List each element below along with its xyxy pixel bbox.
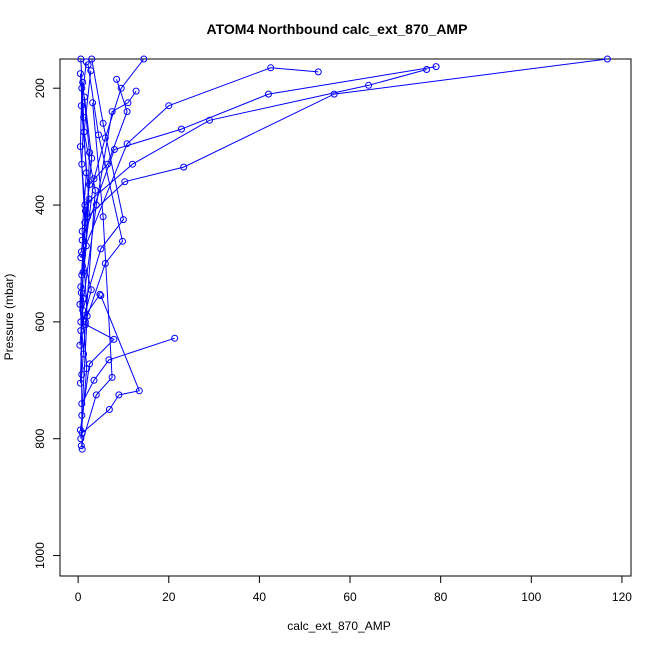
data-point (330, 90, 338, 98)
data-point (80, 350, 88, 358)
data-point (76, 70, 84, 78)
data-point (180, 163, 188, 171)
y-tick-label: 800 (33, 428, 47, 448)
x-tick-label: 120 (612, 590, 632, 604)
x-tick-label: 100 (521, 590, 541, 604)
data-point (105, 356, 113, 364)
series-line-1 (87, 58, 608, 218)
data-point (86, 149, 93, 156)
data-point (87, 286, 95, 294)
data-point (119, 237, 126, 245)
data-point (178, 125, 185, 133)
data-point (123, 140, 131, 148)
data-point (79, 268, 87, 276)
plot-area-frame (59, 58, 632, 577)
y-tick-label: 200 (33, 78, 47, 98)
y-tick-label: 600 (33, 312, 47, 332)
data-point (123, 108, 131, 116)
series-line-9 (84, 64, 124, 323)
data-point (77, 289, 85, 297)
x-tick-label: 60 (343, 590, 357, 604)
data-point (108, 108, 116, 116)
data-point (365, 81, 373, 89)
data-point (97, 245, 105, 253)
y-axis-label: Pressure (mbar) (2, 274, 16, 361)
data-point (135, 387, 143, 395)
data-point (603, 55, 611, 63)
series-line-11 (81, 295, 140, 434)
x-tick-label: 80 (434, 590, 448, 604)
data-point (132, 87, 140, 95)
data-point (87, 67, 95, 75)
series-line-3 (81, 66, 437, 241)
data-point (121, 178, 129, 186)
data-point (76, 379, 84, 387)
data-point (129, 160, 136, 168)
data-point (117, 84, 125, 92)
y-axis: 200 400 600 800 1000 (33, 78, 61, 569)
data-point (85, 195, 93, 203)
data-point (78, 411, 86, 419)
data-point (77, 435, 85, 443)
data-point (81, 207, 89, 215)
data-point (105, 406, 113, 413)
data-point (97, 292, 105, 300)
data-point (423, 66, 431, 73)
data-point (88, 154, 96, 162)
plot-data (76, 55, 611, 453)
data-point (83, 365, 91, 373)
data-point (92, 391, 100, 399)
data-point (96, 290, 104, 298)
data-point (78, 445, 86, 453)
data-point (77, 55, 85, 63)
data-point (82, 58, 90, 66)
data-point (113, 75, 121, 83)
series-line-10 (81, 337, 175, 404)
data-point (78, 84, 86, 92)
series-line-5 (81, 58, 145, 276)
data-point (91, 186, 99, 194)
data-point (314, 68, 322, 76)
data-point (108, 373, 116, 381)
data-point (77, 327, 85, 335)
data-point (90, 376, 98, 384)
data-point (110, 335, 118, 343)
series-line-8 (82, 58, 124, 311)
data-point (171, 334, 179, 342)
data-point (78, 371, 86, 378)
series-line-19 (79, 88, 86, 355)
chart-title: ATOM4 Northbound calc_ext_870_AMP (207, 21, 468, 37)
series-line-20 (80, 96, 93, 331)
data-point (265, 90, 272, 98)
data-point (432, 63, 440, 71)
data-point (267, 64, 275, 72)
series-line-13 (80, 102, 113, 446)
data-point (76, 143, 84, 151)
data-point (88, 55, 96, 63)
x-tick-label: 20 (162, 590, 176, 604)
x-tick-label: 40 (253, 590, 267, 604)
data-point (81, 93, 88, 101)
series-line-4 (80, 67, 319, 258)
data-point (99, 213, 107, 221)
data-point (76, 426, 84, 434)
data-point (92, 201, 100, 209)
y-tick-label: 1000 (33, 542, 47, 569)
data-point (115, 391, 123, 399)
data-point (165, 102, 173, 110)
data-point (140, 55, 148, 63)
y-tick-label: 400 (33, 195, 47, 215)
series-line-2 (84, 69, 427, 206)
x-axis-label: calc_ext_870_AMP (287, 619, 390, 633)
data-point (89, 99, 97, 107)
x-axis: 0 20 40 60 80 100 120 (75, 575, 632, 604)
data-point (79, 251, 87, 259)
data-point (77, 442, 85, 450)
data-point (76, 300, 84, 308)
data-point (124, 99, 132, 107)
x-tick-label: 0 (75, 590, 82, 604)
data-point (119, 216, 127, 224)
data-point (99, 119, 107, 127)
